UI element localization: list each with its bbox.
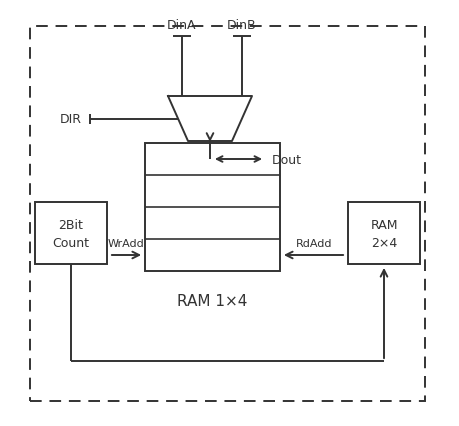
Bar — [30, 27, 425, 401]
Text: RdAdd: RdAdd — [296, 239, 332, 248]
Text: 2×4: 2×4 — [371, 237, 397, 250]
Bar — [348, 202, 420, 265]
Text: DIR: DIR — [60, 113, 82, 126]
Text: RAM 1×4: RAM 1×4 — [177, 294, 248, 308]
Text: WrAdd: WrAdd — [107, 239, 145, 248]
Text: Dout: Dout — [272, 153, 302, 166]
Text: 2Bit: 2Bit — [59, 219, 84, 232]
Bar — [35, 202, 107, 265]
Text: DinA: DinA — [167, 19, 197, 32]
Text: DinB: DinB — [227, 19, 257, 32]
Text: Count: Count — [52, 237, 90, 250]
Text: RAM: RAM — [370, 219, 398, 232]
Bar — [145, 144, 280, 271]
